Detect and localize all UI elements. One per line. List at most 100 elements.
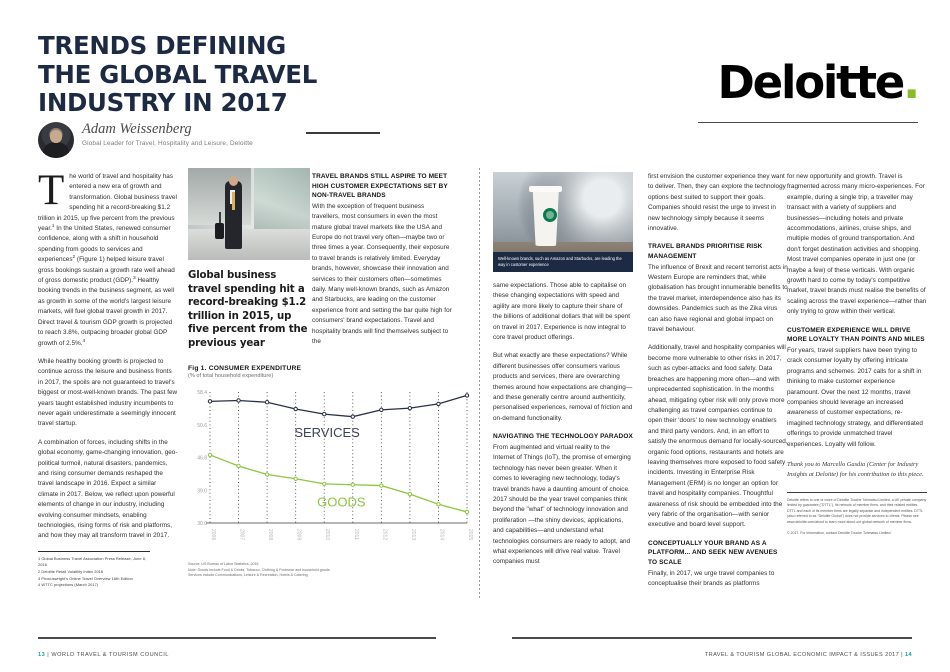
footnote-item: 2 Deloitte Retail Volatility Index 2016	[38, 569, 104, 574]
paragraph: for new opportunity and growth. Travel i…	[787, 173, 927, 316]
svg-text:2010: 2010	[324, 529, 330, 540]
footnote-ref-3: 3	[133, 274, 136, 280]
footer-separator: |	[901, 652, 903, 658]
paragraph: But what exactly are these expectations?…	[493, 352, 633, 422]
headline-rule	[306, 132, 380, 134]
svg-text:2014: 2014	[438, 529, 444, 540]
deloitte-wordmark: Deloitte	[717, 56, 906, 109]
deloitte-green-dot: .	[903, 56, 920, 109]
chart-note-services: Services include Communications, Leisure…	[188, 573, 308, 578]
chart-note-goods: Note: Goods include Food & Drinks, Tobac…	[188, 567, 331, 572]
section-heading: CUSTOMER EXPERIENCE WILL DRIVE MORE LOYA…	[787, 326, 925, 344]
footer-left-text: WORLD TRAVEL & TOURISM COUNCIL	[51, 652, 169, 658]
footer-right-text: TRAVEL & TOURISM GLOBAL ECONOMIC IMPACT …	[704, 652, 900, 658]
headline-line-1: TRENDS DEFINING	[38, 31, 286, 60]
footnote-item: 1 Global Business Travel Association Pre…	[38, 555, 147, 568]
column-6: for new opportunity and growth. Travel i…	[787, 172, 927, 543]
svg-text:GOODS: GOODS	[317, 495, 366, 510]
svg-text:30.0: 30.0	[197, 521, 207, 527]
column-5: first envision the customer experience t…	[648, 172, 788, 597]
svg-text:2011: 2011	[353, 529, 359, 540]
masthead: TRENDS DEFINING THE GLOBAL TRAVEL INDUST…	[38, 31, 921, 152]
svg-text:2009: 2009	[296, 529, 302, 540]
chart-figure-number: Fig 1.	[188, 364, 207, 372]
footer-separator: |	[47, 652, 50, 658]
page-number-left: 13	[38, 652, 46, 658]
intro-text-d: Healthy booking trends in the business s…	[38, 277, 175, 347]
svg-text:SERVICES: SERVICES	[294, 425, 360, 440]
section-heading: TRAVEL BRANDS STILL ASPIRE TO MEET HIGH …	[312, 173, 448, 200]
svg-text:2013: 2013	[410, 529, 416, 540]
footnote-ref-2: 2	[72, 254, 76, 260]
paragraph: With the exception of frequent business …	[312, 202, 452, 346]
logo-rule	[698, 122, 918, 124]
svg-text:2012: 2012	[381, 529, 387, 540]
intro-text-c: (Figure 1) helped leisure travel gross b…	[38, 256, 175, 285]
footnotes-list: 1 Global Business Travel Association Pre…	[38, 550, 150, 589]
starbucks-cup-photo: Well-known brands, such as Amazon and St…	[493, 172, 633, 272]
legal-fine-print: Deloitte refers to one or more of Deloit…	[787, 491, 927, 537]
svg-text:50.6: 50.6	[197, 423, 207, 429]
headline-line-2: THE GLOBAL TRAVEL	[38, 59, 318, 89]
column-4: Well-known brands, such as Amazon and St…	[493, 172, 633, 576]
photo-caption: Well-known brands, such as Amazon and St…	[493, 251, 633, 272]
starbucks-logo-icon	[543, 208, 558, 222]
footer-right: TRAVEL & TOURISM GLOBAL ECONOMIC IMPACT …	[705, 652, 912, 658]
chart-subtitle: (% of total household expenditure)	[188, 373, 274, 380]
headline-line-3: INDUSTRY IN 2017	[38, 88, 288, 118]
section-heading: CONCEPTUALLY YOUR BRAND AS A PLATFORM...…	[648, 539, 778, 566]
figure-1-chart: Fig 1. CONSUMER EXPENDITURE (% of total …	[188, 365, 473, 579]
paragraph: Finally, in 2017, we urge travel compani…	[648, 569, 775, 587]
svg-text:2006: 2006	[210, 529, 216, 540]
intro-text-a: he world of travel and hospitality has e…	[38, 173, 177, 233]
avatar	[38, 122, 74, 158]
paragraph: Additionally, travel and hospitality com…	[648, 344, 788, 529]
section-heading: NAVIGATING THE TECHNOLOGY PARADOX	[493, 433, 633, 441]
author-role: Global Leader for Travel, Hospitality an…	[82, 139, 253, 147]
footer-rule-right	[512, 637, 912, 639]
footer-rule-left	[38, 637, 436, 639]
footer-left: 13 | WORLD TRAVEL & TOURISM COUNCIL	[38, 652, 169, 658]
svg-text:46.8: 46.8	[197, 456, 207, 462]
page-title: TRENDS DEFINING THE GLOBAL TRAVEL INDUST…	[38, 31, 318, 118]
acknowledgement-note: Thank you to Marcello Gasdia (Center for…	[787, 460, 924, 478]
page-number-right: 14	[904, 652, 912, 658]
page-gutter-divider	[479, 168, 480, 598]
copyright-line: © 2017. For information, contact Deloitt…	[787, 531, 892, 536]
business-traveller-photo	[188, 168, 310, 260]
footnote-item: 4 WTTC projections (March 2017)	[38, 582, 99, 588]
svg-text:39.0: 39.0	[197, 488, 207, 494]
paragraph: While healthy booking growth is projecte…	[38, 357, 178, 428]
paragraph: For years, travel suppliers have been tr…	[787, 346, 923, 448]
svg-text:2015: 2015	[467, 529, 473, 540]
paragraph: From augmented and virtual reality to th…	[493, 443, 631, 566]
chart-title: Fig 1. CONSUMER EXPENDITURE	[188, 365, 473, 372]
drop-cap: T	[38, 167, 65, 214]
deloitte-logo: Deloitte.	[718, 60, 921, 105]
paragraph: same expectations. Those able to capital…	[493, 282, 631, 342]
svg-text:2008: 2008	[267, 529, 273, 540]
byline: Adam Weissenberg Global Leader for Trave…	[38, 120, 338, 164]
chart-source: Source: US Bureau of Labor Statistics, 2…	[188, 562, 259, 567]
intro-text-b: In the United States, renewed consumer c…	[38, 225, 171, 264]
svg-text:2007: 2007	[239, 529, 245, 540]
svg-text:58.4: 58.4	[197, 390, 207, 396]
column-2: Global business travel spending hit a re…	[188, 168, 473, 579]
section-heading: TRAVEL BRANDS PRIORITISE RISK MANAGEMENT	[648, 243, 763, 261]
chart-title-text: CONSUMER EXPENDITURE	[208, 364, 302, 372]
paragraph: The influence of Brexit and recent terro…	[648, 263, 788, 334]
footnote-item: 3 Phocuswright's Online Travel Overview …	[38, 575, 133, 581]
author-name: Adam Weissenberg	[82, 121, 192, 137]
footnote-ref-4: 4	[82, 337, 86, 343]
footnote-ref-1: 1	[51, 222, 55, 228]
paragraph: first envision the customer experience t…	[648, 173, 786, 233]
paragraph: A combination of forces, including shift…	[38, 438, 178, 540]
chart-source-note: Source: US Bureau of Labor Statistics, 2…	[188, 562, 388, 579]
column-3: TRAVEL BRANDS STILL ASPIRE TO MEET HIGH …	[312, 172, 452, 355]
pull-quote: Global business travel spending hit a re…	[188, 270, 308, 349]
legal-paragraph: Deloitte refers to one or more of Deloit…	[787, 497, 927, 524]
